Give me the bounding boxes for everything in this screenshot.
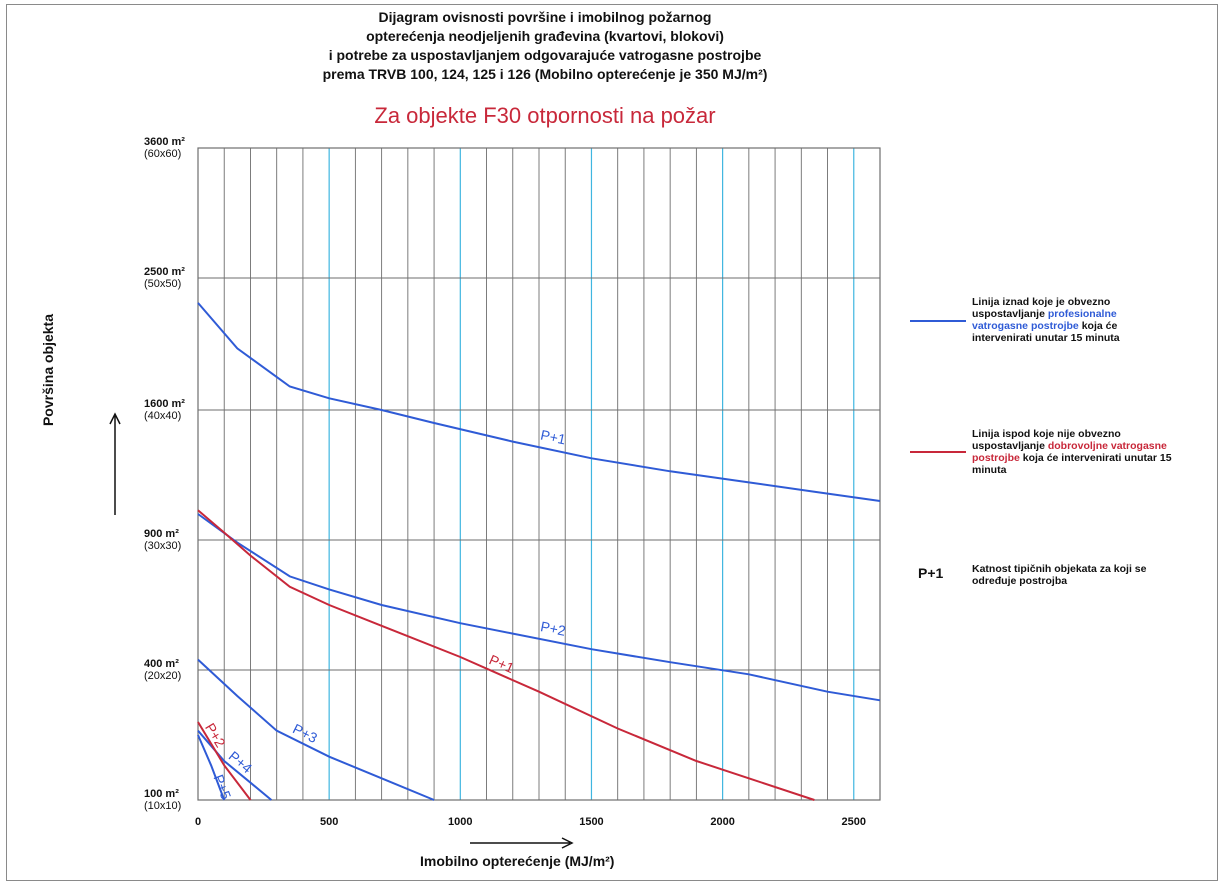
x-tick-label: 2500	[841, 816, 866, 828]
y-tick-label: 3600 m² (60x60)	[144, 136, 185, 160]
legend-symbol: P+1	[918, 565, 944, 581]
legend-blue-text: Linija iznad koje je obvezno uspostavlja…	[972, 296, 1172, 344]
y-tick-value: 3600 m²	[144, 136, 185, 148]
y-tick-dimension: (20x20)	[144, 670, 182, 682]
y-tick-value: 400 m²	[144, 658, 179, 670]
x-axis-label: Imobilno opterećenje (MJ/m²)	[420, 853, 615, 869]
legend-red-highlight: dobrovoljne vatrogasne postrojbe	[972, 440, 1167, 464]
y-tick-label: 900 m² (30x30)	[144, 528, 181, 552]
legend-blue-pre: Linija iznad koje je obvezno uspostavlja…	[972, 296, 1111, 320]
chart-subtitle: Za objekte F30 otpornosti na požar	[374, 103, 716, 128]
y-axis-arrow	[109, 412, 121, 515]
chart-title: Dijagram ovisnosti površine i imobilnog …	[200, 8, 890, 84]
y-tick-dimension: (50x50)	[144, 278, 182, 290]
series-line-red-p2	[197, 721, 252, 801]
series-label: P+3	[290, 720, 320, 746]
figure-frame	[6, 4, 1218, 881]
series-line-red-p1	[197, 509, 815, 801]
x-tick-label: 2000	[710, 816, 735, 828]
plot-border	[197, 147, 881, 801]
legend-symbol-text: Katnost tipičnih objekata za koji se odr…	[972, 563, 1147, 587]
title-line-1: Dijagram ovisnosti površine i imobilnog …	[378, 9, 712, 25]
y-tick-label: 400 m² (20x20)	[144, 658, 181, 682]
series-label: P+1	[539, 427, 567, 448]
title-line-3: i potrebe za uspostavljanjem odgovarajuć…	[328, 47, 762, 63]
y-tick-value: 1600 m²	[144, 398, 185, 410]
legend-red-pre: Linija ispod koje nije obvezno uspostavl…	[972, 428, 1121, 452]
y-tick-value: 900 m²	[144, 528, 179, 540]
y-tick-value: 100 m²	[144, 788, 179, 800]
series-line-blue-p3	[197, 658, 435, 801]
series-label: P+5	[210, 772, 234, 802]
legend-blue-highlight: profesionalne vatrogasne postrojbe	[972, 308, 1117, 332]
y-tick-label: 1600 m² (40x40)	[144, 398, 185, 422]
series-label: P+2	[539, 618, 567, 639]
y-tick-value: 2500 m²	[144, 266, 185, 278]
y-tick-label: 2500 m² (50x50)	[144, 266, 185, 290]
series-line-blue-p1	[197, 302, 881, 502]
y-tick-label: 100 m² (10x10)	[144, 788, 181, 812]
legend-blue-line	[910, 320, 966, 322]
y-tick-dimension: (40x40)	[144, 410, 182, 422]
legend-red-line	[910, 451, 966, 453]
y-tick-dimension: (30x30)	[144, 540, 182, 552]
x-tick-label: 0	[194, 816, 202, 828]
legend-blue-post: koja će intervenirati unutar 15 minuta	[972, 320, 1120, 344]
x-tick-label: 1000	[448, 816, 473, 828]
x-axis-arrow	[470, 837, 574, 849]
y-axis-label: Površina objekta	[40, 313, 56, 427]
legend-red-post: koja će intervenirati unutar 15 minuta	[972, 452, 1172, 476]
x-tick-label: 500	[319, 816, 339, 828]
y-tick-dimension: (10x10)	[144, 800, 182, 812]
title-line-4: prema TRVB 100, 124, 125 i 126 (Mobilno …	[322, 66, 768, 82]
series-line-blue-p4	[197, 730, 273, 801]
series-line-blue-p5	[197, 734, 226, 801]
series-line-blue-p2	[197, 513, 881, 702]
legend-red-text: Linija ispod koje nije obvezno uspostavl…	[972, 428, 1172, 476]
y-tick-dimension: (60x60)	[144, 148, 182, 160]
x-tick-label: 1500	[579, 816, 604, 828]
title-line-2: opterećenja neodjeljenih građevina (kvar…	[366, 28, 724, 44]
series-label: P+1	[487, 651, 517, 676]
